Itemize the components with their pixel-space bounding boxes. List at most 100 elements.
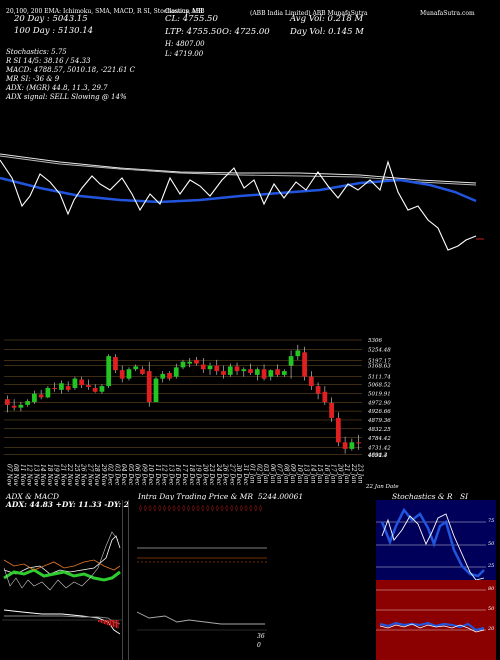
stochastics-chart — [376, 507, 486, 581]
date-label: 10 Jan — [296, 464, 303, 484]
date-label: 12 Dec — [161, 464, 168, 486]
adx-panel: ADX: 44.83 +DY: 11.33 -DY: 29.75 — [2, 500, 147, 660]
candle-body — [153, 378, 159, 403]
candle-body — [113, 357, 118, 371]
price-tick-label: 4926.66 — [367, 409, 391, 415]
low-label: L: 4719.00 — [165, 50, 204, 58]
intraday-dot: ◊ — [187, 505, 190, 512]
intraday-dot: ◊ — [225, 505, 228, 512]
intraday-dot: ◊ — [245, 505, 248, 512]
intraday-price-dots: ◊ ◊ ◊ ◊ ◊ ◊ ◊ ◊ ◊ ◊ ◊ ◊ ◊ ◊ ◊ ◊ ◊ ◊ ◊ ◊ ◊ ◊ ◊ ◊ ◊ ◊ — [139, 505, 262, 512]
candle-body — [194, 359, 199, 364]
date-label: 21 Jan — [343, 463, 350, 484]
candle-body — [187, 361, 193, 364]
date-label: 10 Dec — [147, 464, 154, 486]
date-label: 04 Dec — [120, 464, 127, 486]
intraday-panel-title: Intra Day Trading Price & MR 5244.00061 — [138, 492, 303, 501]
candle-body — [65, 386, 71, 390]
price-tick-label: 5019.91 — [368, 392, 391, 398]
date-label: 23 Jan — [357, 463, 364, 484]
candle-body — [146, 371, 152, 403]
date-label: 03 Dec — [113, 464, 120, 486]
intraday-dot: ◊ — [240, 505, 243, 512]
ema-line-chart — [0, 153, 484, 251]
candle-body — [342, 442, 348, 449]
date-label: 18 Nov — [46, 464, 53, 486]
candle-body — [86, 385, 91, 388]
ema20-line — [0, 176, 477, 204]
rsi-chart — [376, 589, 486, 633]
adx-values-label: ADX: 44.83 +DY: 11.33 -DY: 29.75 — [6, 500, 148, 509]
adx-readout: ADX: (MGR) 44.8, 11.3, 29.7 — [6, 84, 108, 92]
macd-chart — [2, 609, 122, 635]
intraday-dot: ◊ — [211, 505, 214, 512]
candle-body — [275, 369, 280, 375]
rsi-readout: R SI 14/5: 38.16 / 54.33 — [6, 57, 91, 65]
high-label: H: 4807.00 — [165, 40, 205, 48]
intraday-dot: ◊ — [177, 505, 180, 512]
date-label: 29 Nov — [100, 463, 107, 486]
macd-histogram-bar — [111, 620, 113, 627]
adx-extra-line — [3, 531, 119, 591]
date-label: 19 Dec — [195, 464, 202, 486]
date-label: 06 Jan — [269, 464, 276, 484]
date-label: 19 Nov — [53, 464, 60, 486]
stoch-panel-title: Stochastics & R — [392, 492, 453, 501]
intraday-dot: ◊ — [197, 505, 200, 512]
date-label: 07 Jan — [276, 464, 283, 484]
candle-body — [167, 372, 172, 379]
candle-body — [140, 369, 145, 374]
intraday-mr-line — [136, 611, 265, 625]
intraday-chart: ◊ ◊ ◊ ◊ ◊ ◊ ◊ ◊ ◊ ◊ ◊ ◊ ◊ ◊ ◊ ◊ ◊ ◊ ◊ ◊ ◊ ◊ ◊ ◊ ◊ ◊ — [136, 505, 267, 631]
candle-body — [315, 386, 321, 394]
intraday-mr-label: 36 — [257, 633, 265, 640]
candle-body — [248, 369, 253, 373]
candle-body — [322, 391, 328, 403]
stoch-tick-50: 50 — [488, 541, 495, 547]
adx-line — [3, 535, 121, 575]
rsi-tick-80: 80 — [488, 586, 495, 592]
price-gridlines — [4, 339, 362, 455]
macd-line — [3, 609, 121, 635]
candle-body — [92, 387, 98, 392]
plus-dy-line — [3, 568, 121, 582]
price-tick-label: 5111.74 — [368, 374, 391, 380]
date-label: 28 Nov — [93, 463, 100, 486]
intraday-dot: ◊ — [206, 505, 209, 512]
open-label: O: 4725.00 — [222, 27, 270, 37]
closeup-label: Closeup ABB — [165, 8, 205, 15]
date-label: 18 Dec — [188, 464, 195, 486]
macd-histogram — [98, 620, 119, 629]
rsi-line — [379, 621, 485, 632]
intraday-dot: ◊ — [216, 505, 219, 512]
stoch-panel-title2: SI — [460, 492, 469, 501]
date-label: 02 Dec — [107, 464, 114, 486]
candle-body — [221, 371, 226, 375]
intraday-dot: ◊ — [163, 505, 166, 512]
macd-histogram-bar — [105, 620, 107, 625]
date-label: 09 Dec — [140, 464, 147, 486]
macd-histogram-bar — [107, 620, 108, 625]
date-label: 25 Nov — [73, 463, 80, 486]
candle-body — [308, 376, 314, 387]
chart-title: (ABB India Limited) ABB MunafaSutra — [250, 10, 368, 17]
price-tick-label: 4694.3 — [367, 453, 388, 459]
price-line — [0, 159, 477, 251]
minus-dy-line — [3, 559, 121, 571]
intraday-value: 5244.00061 — [257, 492, 304, 501]
candle-body — [227, 366, 233, 375]
candle-body — [119, 370, 125, 379]
candle-body — [18, 404, 24, 408]
date-label: 21 Nov — [59, 463, 66, 486]
date-label: 07 Nov — [5, 464, 12, 486]
date-suffix: 22 Jan Date — [366, 484, 399, 490]
rsi-tick-50: 50 — [488, 606, 495, 612]
intraday-dot: ◊ — [182, 505, 185, 512]
date-label: 24 Dec — [215, 463, 222, 486]
candle-body — [241, 369, 247, 372]
price-tick-label: 5168.63 — [368, 364, 391, 370]
candle-body — [180, 361, 186, 368]
date-label: 17 Jan — [330, 464, 337, 484]
date-label: 27 Nov — [86, 463, 93, 486]
date-label: 08 Nov — [12, 464, 19, 486]
